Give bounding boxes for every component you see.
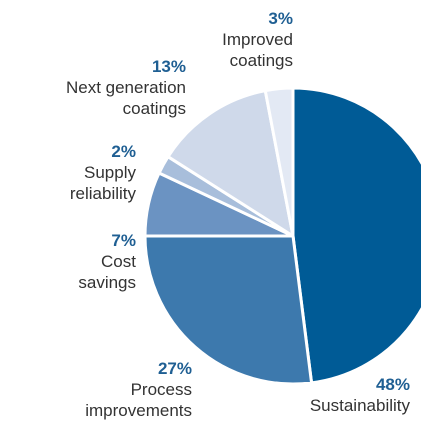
pie-slice-process-improvements: [143, 234, 314, 386]
slice-category-label: Process: [131, 380, 192, 399]
slice-category-label: Improved: [222, 30, 293, 49]
pie-slices: [143, 86, 421, 386]
slice-percent-label: 48%: [376, 375, 410, 394]
slice-percent-label: 7%: [111, 231, 136, 250]
slice-category-label: Cost: [101, 252, 136, 271]
slice-percent-label: 27%: [158, 359, 192, 378]
slice-percent-label: 13%: [152, 57, 186, 76]
slice-category-label: savings: [78, 273, 136, 292]
pie-slice-next-generation-coatings: [166, 89, 295, 238]
pie-slice-sustainability: [291, 86, 421, 385]
slice-percent-label: 2%: [111, 142, 136, 161]
slice-category-label: Next generation: [66, 78, 186, 97]
slice-labels: Sustainability 48% Process improvements 27% C…: [66, 9, 411, 420]
slice-percent-label: 3%: [268, 9, 293, 28]
slice-category-label: Supply: [84, 163, 136, 182]
slice-category-label: Sustainability: [310, 396, 411, 415]
pie-slice-improved-coatings: [263, 86, 295, 238]
slice-category-label: reliability: [70, 184, 137, 203]
slice-category-label: coatings: [230, 51, 293, 70]
slice-category-label: improvements: [85, 401, 192, 420]
slice-category-label: coatings: [123, 99, 186, 118]
